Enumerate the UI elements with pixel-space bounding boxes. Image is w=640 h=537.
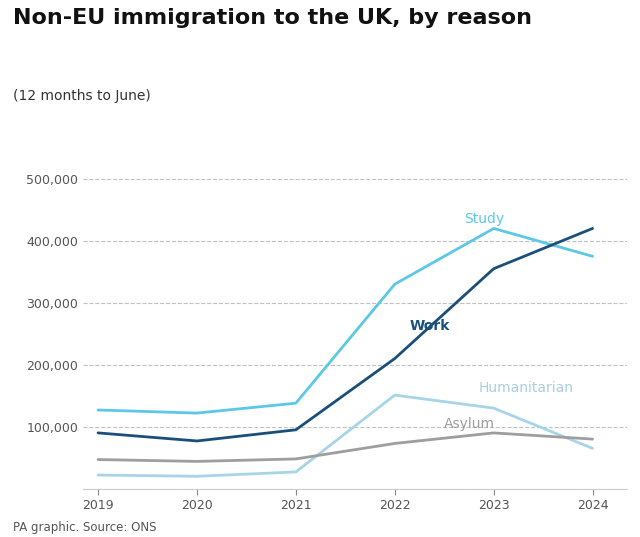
Text: Study: Study: [464, 212, 504, 226]
Text: (12 months to June): (12 months to June): [13, 89, 150, 103]
Text: Asylum: Asylum: [444, 417, 495, 431]
Text: Humanitarian: Humanitarian: [479, 381, 574, 395]
Text: Non-EU immigration to the UK, by reason: Non-EU immigration to the UK, by reason: [13, 8, 532, 28]
Text: Work: Work: [410, 319, 450, 333]
Text: PA graphic. Source: ONS: PA graphic. Source: ONS: [13, 521, 156, 534]
